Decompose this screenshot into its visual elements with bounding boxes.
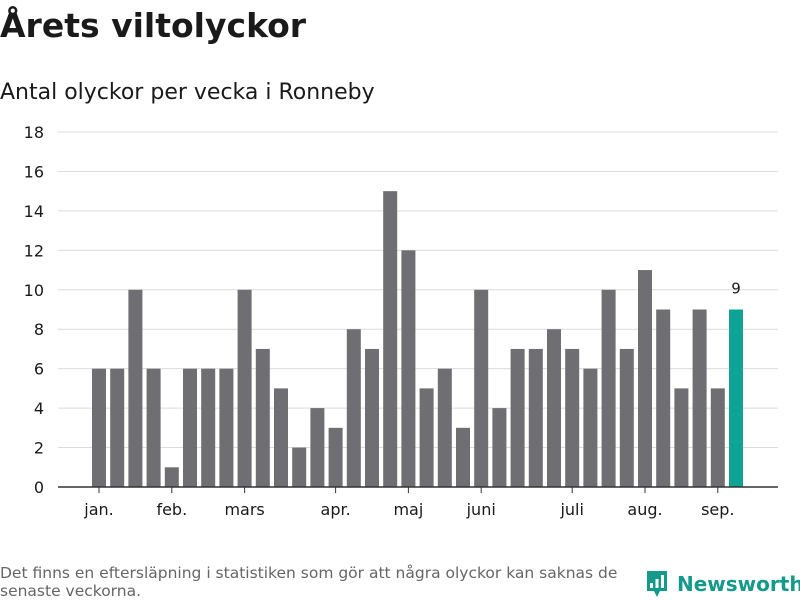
bar [383,191,398,487]
bar [274,388,288,487]
bar [674,388,689,487]
bar [128,289,143,487]
y-tick-label: 12 [24,241,44,260]
y-tick-label: 4 [34,399,44,418]
x-tick-label: juli [559,500,583,519]
bar [346,329,361,487]
bar [92,368,106,487]
footnote: Det finns en eftersläpning i statistiken… [0,564,618,600]
bar [510,348,525,487]
bar [456,427,470,487]
bar [365,348,379,487]
bar [110,368,125,487]
highlight-bar [729,309,743,487]
x-tick-label: feb. [156,500,187,519]
y-tick-label: 16 [24,162,44,181]
brand-name: Newsworthy [677,572,800,596]
data-label: 9 [731,280,741,298]
bar [183,368,197,487]
bar [401,250,416,487]
bar [201,368,216,487]
bar [619,348,634,487]
bar [292,447,307,487]
bar [710,388,725,487]
page-title: Årets viltolyckor [0,6,307,45]
x-tick-label: maj [393,500,423,519]
y-tick-label: 6 [34,360,44,379]
bar [146,368,161,487]
y-tick-label: 2 [34,439,44,458]
bar [255,348,270,487]
bar [237,289,252,487]
bar [656,309,671,487]
bar [565,348,580,487]
y-tick-label: 0 [34,478,44,497]
bar [492,408,507,487]
bar-chart: 0 2 4 6 8 10 12 14 16 18 9 jan. feb. mars apr. maj juni j… [24,123,778,519]
brand[interactable]: Newsworthy [645,569,800,599]
bar [601,289,616,487]
bar [474,289,489,487]
y-tick-label: 8 [34,320,44,339]
bar [219,368,234,487]
y-tick-label: 14 [24,202,44,221]
bar [528,348,543,487]
x-tick-label: aug. [627,500,662,519]
chart-subtitle: Antal olyckor per vecka i Ronneby [0,80,375,105]
x-tick-label: juni [466,500,496,519]
x-tick-label: mars [224,500,264,519]
bar [638,270,652,487]
x-tick-label: sep. [701,500,734,519]
y-tick-label: 10 [24,281,44,300]
bar [328,427,343,487]
bar [692,309,707,487]
y-tick-label: 18 [24,123,44,142]
bar [310,408,325,487]
newsworthy-logo-icon [647,571,667,597]
bar [547,329,561,487]
bar [419,388,434,487]
bar [164,467,179,487]
bar [437,368,452,487]
x-tick-label: apr. [321,500,351,519]
bar [583,368,598,487]
x-tick-label: jan. [83,500,113,519]
